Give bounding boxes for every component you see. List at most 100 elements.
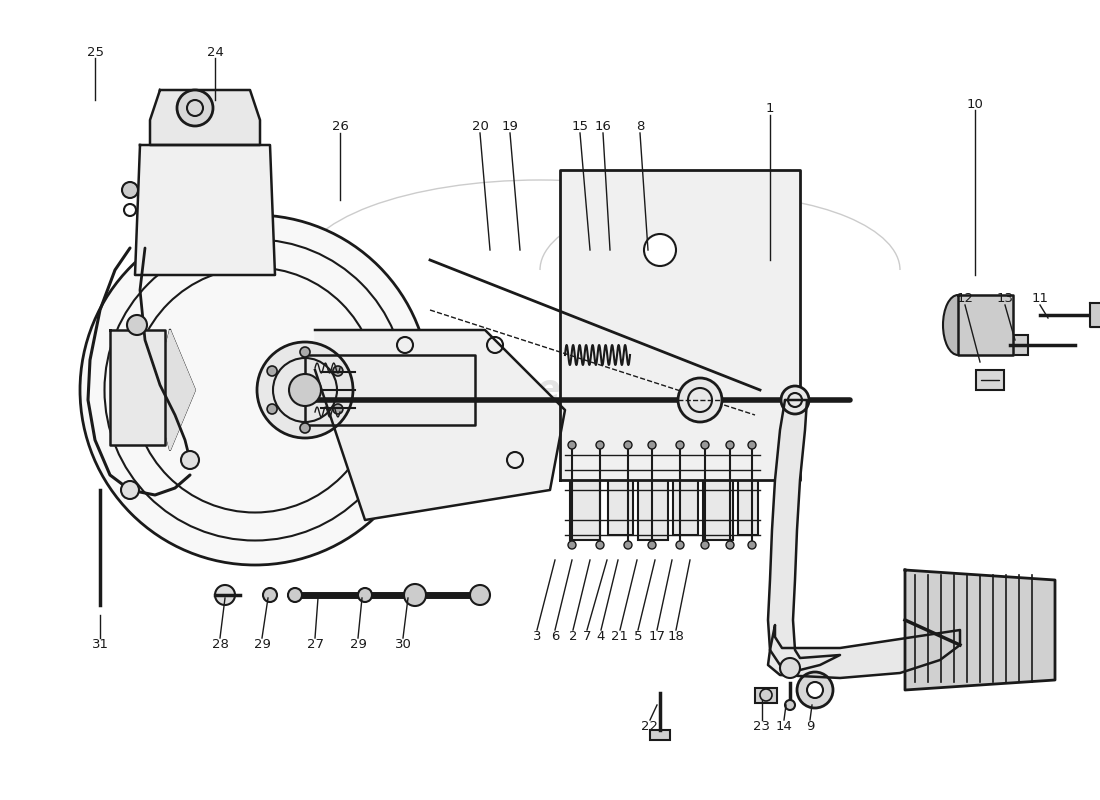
Text: 12: 12 [957, 293, 974, 306]
Circle shape [596, 541, 604, 549]
Text: 2: 2 [569, 630, 578, 642]
Bar [638, 450, 668, 540]
Circle shape [676, 441, 684, 449]
Circle shape [267, 404, 277, 414]
Text: 25: 25 [87, 46, 103, 58]
Bar [703, 450, 733, 540]
Text: 6: 6 [551, 630, 559, 642]
Polygon shape [135, 145, 275, 275]
Polygon shape [905, 570, 1055, 690]
Bar [976, 370, 1004, 390]
Circle shape [676, 541, 684, 549]
Text: 17: 17 [649, 630, 666, 642]
Bar [673, 455, 698, 535]
Text: 9: 9 [806, 719, 814, 733]
Circle shape [470, 585, 490, 605]
Circle shape [333, 366, 343, 376]
Text: eurospares: eurospares [86, 383, 315, 417]
Circle shape [701, 541, 710, 549]
Circle shape [644, 234, 676, 266]
Text: 29: 29 [254, 638, 271, 650]
Polygon shape [150, 90, 260, 145]
Circle shape [289, 374, 321, 406]
Circle shape [568, 541, 576, 549]
Circle shape [726, 441, 734, 449]
Circle shape [726, 541, 734, 549]
Bar [650, 730, 670, 740]
Circle shape [358, 588, 372, 602]
Circle shape [624, 441, 632, 449]
Bar [570, 450, 600, 540]
Polygon shape [560, 170, 800, 480]
Text: 31: 31 [91, 638, 109, 650]
Circle shape [648, 541, 656, 549]
Text: 20: 20 [472, 121, 488, 134]
Circle shape [267, 366, 277, 376]
Polygon shape [110, 330, 165, 445]
Circle shape [300, 347, 310, 357]
Circle shape [121, 481, 139, 499]
Text: 11: 11 [1032, 293, 1048, 306]
Text: 15: 15 [572, 121, 588, 134]
Circle shape [648, 441, 656, 449]
Bar [608, 455, 632, 535]
Circle shape [122, 182, 138, 198]
Circle shape [678, 378, 722, 422]
Text: 30: 30 [395, 638, 411, 650]
Circle shape [80, 215, 430, 565]
Text: 1: 1 [766, 102, 774, 115]
Polygon shape [155, 330, 195, 450]
Text: 13: 13 [997, 293, 1013, 306]
Polygon shape [768, 400, 840, 670]
Text: 19: 19 [502, 121, 518, 134]
Circle shape [748, 441, 756, 449]
Circle shape [807, 682, 823, 698]
Text: 28: 28 [211, 638, 229, 650]
Text: 21: 21 [612, 630, 628, 642]
Text: 3: 3 [532, 630, 541, 642]
Circle shape [257, 342, 353, 438]
Circle shape [177, 90, 213, 126]
Circle shape [798, 672, 833, 708]
Polygon shape [305, 355, 475, 425]
Polygon shape [315, 330, 565, 520]
Bar [738, 455, 758, 535]
Text: 10: 10 [967, 98, 983, 110]
Circle shape [701, 441, 710, 449]
Text: 24: 24 [207, 46, 223, 58]
Circle shape [333, 404, 343, 414]
Text: 8: 8 [636, 121, 645, 134]
Text: 27: 27 [307, 638, 323, 650]
Circle shape [780, 658, 800, 678]
Circle shape [288, 588, 302, 602]
Text: 4: 4 [597, 630, 605, 642]
Text: 16: 16 [595, 121, 612, 134]
Text: 23: 23 [754, 719, 770, 733]
Polygon shape [958, 295, 1013, 355]
Text: 14: 14 [776, 719, 792, 733]
Text: eurospares: eurospares [536, 373, 764, 407]
Circle shape [568, 441, 576, 449]
Ellipse shape [943, 295, 974, 355]
Circle shape [624, 541, 632, 549]
Circle shape [126, 315, 147, 335]
Polygon shape [1090, 303, 1100, 327]
Text: 26: 26 [331, 121, 349, 134]
Text: 22: 22 [641, 719, 659, 733]
Circle shape [214, 585, 235, 605]
Circle shape [300, 423, 310, 433]
Bar [755, 688, 777, 703]
Text: 18: 18 [668, 630, 684, 642]
Circle shape [404, 584, 426, 606]
Polygon shape [768, 625, 960, 678]
Circle shape [748, 541, 756, 549]
Circle shape [263, 588, 277, 602]
Bar [1010, 335, 1028, 355]
Text: 7: 7 [583, 630, 592, 642]
Circle shape [182, 451, 199, 469]
Circle shape [596, 441, 604, 449]
Circle shape [785, 700, 795, 710]
Circle shape [781, 386, 808, 414]
Text: 29: 29 [350, 638, 366, 650]
Text: 5: 5 [634, 630, 642, 642]
